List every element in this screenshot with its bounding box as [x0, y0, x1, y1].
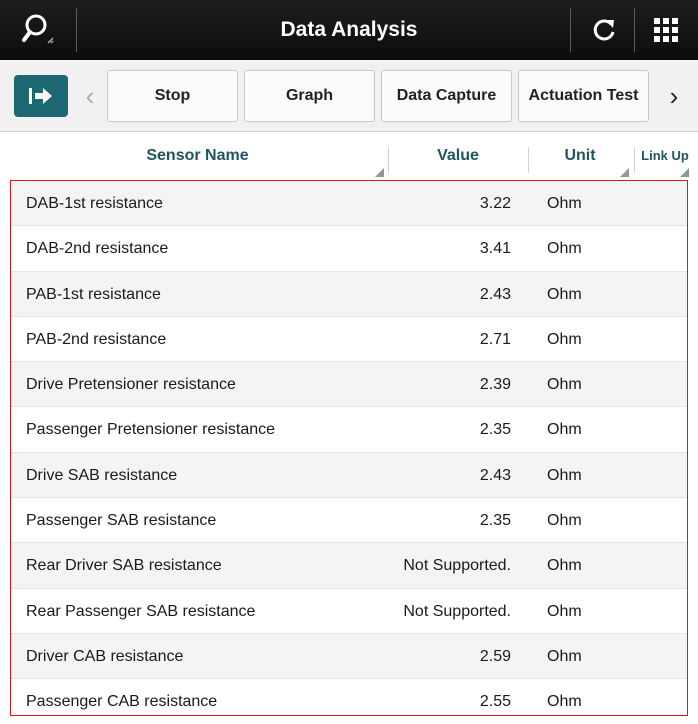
grid-menu-icon[interactable]	[634, 0, 698, 60]
unit-cell: Ohm	[547, 285, 582, 303]
sensor-name-cell: DAB-1st resistance	[26, 195, 163, 212]
resize-handle-icon[interactable]	[620, 168, 629, 177]
unit-cell: Ohm	[547, 421, 582, 439]
table-row[interactable]: PAB-2nd resistance 2.71 Ohm	[11, 316, 687, 363]
column-divider	[634, 147, 635, 173]
value-cell: 3.41	[479, 240, 511, 258]
page-title: Data Analysis	[280, 18, 418, 41]
search-icon[interactable]	[8, 0, 72, 60]
sensor-name-cell: Drive Pretensioner resistance	[26, 376, 236, 394]
column-header-link-up[interactable]: Link Up	[641, 148, 689, 163]
title-separator	[76, 8, 77, 52]
unit-cell: Ohm	[547, 376, 582, 394]
resize-handle-icon[interactable]	[375, 168, 384, 177]
unit-cell: Ohm	[547, 330, 582, 348]
value-cell: 2.59	[479, 647, 511, 665]
column-header-unit[interactable]: Unit	[564, 147, 596, 164]
unit-cell: Ohm	[547, 240, 582, 258]
scroll-left-arrow[interactable]: ‹	[85, 80, 95, 111]
column-header-sensor-name[interactable]: Sensor Name	[146, 147, 249, 164]
table-row[interactable]: Passenger SAB resistance 2.35 Ohm	[11, 498, 687, 544]
table-row[interactable]: DAB-1st resistance 3.22 Ohm	[11, 181, 687, 227]
exit-icon	[29, 88, 52, 104]
table-row[interactable]: Drive SAB resistance 2.43 Ohm	[11, 452, 687, 499]
unit-cell: Ohm	[547, 195, 582, 212]
sensor-name-cell: Driver CAB resistance	[26, 647, 184, 665]
resize-handle-icon[interactable]	[680, 168, 689, 177]
value-cell: 2.39	[479, 376, 511, 394]
table-row[interactable]: Drive Pretensioner resistance 2.39 Ohm	[11, 362, 687, 408]
unit-cell: Ohm	[547, 466, 582, 484]
value-cell: Not Supported.	[403, 602, 511, 620]
table-row[interactable]: Rear Driver SAB resistance Not Supported.…	[11, 543, 687, 589]
table-row[interactable]: Driver CAB resistance 2.59 Ohm	[11, 633, 687, 680]
value-cell: 2.43	[479, 466, 511, 484]
sensor-name-cell: Drive SAB resistance	[26, 466, 178, 484]
table-row[interactable]: Rear Passenger SAB resistance Not Support…	[11, 588, 687, 634]
unit-cell: Ohm	[547, 602, 582, 620]
sensor-name-cell: PAB-2nd resistance	[26, 330, 167, 348]
column-header-value[interactable]: Value	[437, 147, 479, 164]
sensor-name-cell: Rear Passenger SAB resistance	[26, 602, 256, 620]
toolbar: ‹ Stop Graph Data Capture Actuation Test…	[0, 60, 698, 132]
value-cell: 2.35	[479, 421, 511, 439]
unit-cell: Ohm	[547, 647, 582, 665]
sensor-name-cell: Rear Driver SAB resistance	[26, 557, 222, 575]
unit-cell: Ohm	[547, 512, 582, 530]
table-row[interactable]: Passenger CAB resistance 2.55 Ohm	[11, 679, 687, 715]
value-cell: 2.71	[479, 330, 511, 348]
data-capture-button[interactable]: Data Capture	[381, 70, 512, 122]
sensor-table: DAB-1st resistance 3.22 Ohm DAB-2nd resista…	[10, 180, 688, 716]
actuation-test-button[interactable]: Actuation Test	[518, 70, 649, 122]
table-row[interactable]: PAB-1st resistance 2.43 Ohm	[11, 271, 687, 317]
unit-cell: Ohm	[547, 557, 582, 575]
refresh-icon[interactable]	[572, 0, 636, 60]
title-separator	[634, 8, 635, 52]
table-row[interactable]: DAB-2nd resistance 3.41 Ohm	[11, 226, 687, 272]
value-cell: 3.22	[479, 195, 511, 212]
value-cell: 2.35	[479, 512, 511, 530]
sensor-name-cell: DAB-2nd resistance	[26, 240, 169, 258]
sensor-name-cell: PAB-1st resistance	[26, 285, 161, 303]
column-divider	[388, 147, 389, 173]
sensor-name-cell: Passenger CAB resistance	[26, 693, 218, 711]
table-header: Sensor Name Value Unit Link Up	[0, 133, 698, 179]
exit-button[interactable]	[14, 75, 68, 117]
unit-cell: Ohm	[547, 693, 582, 711]
sensor-name-cell: Passenger SAB resistance	[26, 512, 217, 530]
title-bar: Data Analysis	[0, 0, 698, 60]
title-separator	[570, 8, 571, 52]
sensor-name-cell: Passenger Pretensioner resistance	[26, 421, 276, 439]
table-row[interactable]: Passenger Pretensioner resistance 2.35 Ohm	[11, 407, 687, 453]
stop-button[interactable]: Stop	[107, 70, 238, 122]
value-cell: Not Supported.	[403, 557, 511, 575]
value-cell: 2.43	[479, 285, 511, 303]
scroll-right-arrow[interactable]: ›	[669, 80, 679, 111]
value-cell: 2.55	[479, 693, 511, 711]
graph-button[interactable]: Graph	[244, 70, 375, 122]
column-divider	[528, 147, 529, 173]
